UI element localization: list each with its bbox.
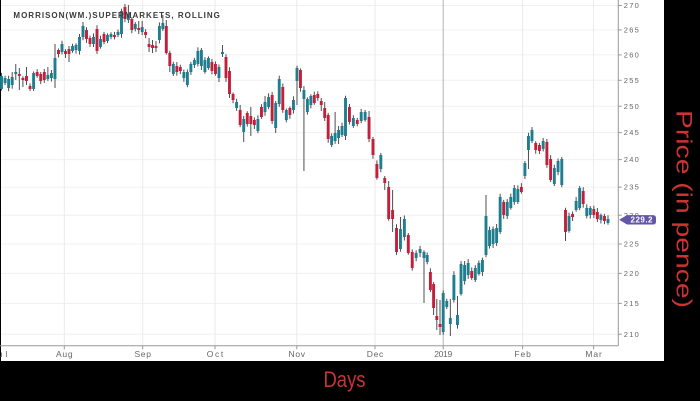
svg-text:Mar: Mar xyxy=(585,349,602,359)
svg-text:270: 270 xyxy=(624,1,639,10)
svg-text:245: 245 xyxy=(624,128,639,137)
svg-text:MORRISON(WM.)SUPERMARKETS, ROL: MORRISON(WM.)SUPERMARKETS, ROLLING xyxy=(13,11,220,20)
svg-text:240: 240 xyxy=(624,155,639,164)
svg-text:260: 260 xyxy=(624,51,639,60)
svg-text:Aug: Aug xyxy=(56,349,73,359)
svg-text:235: 235 xyxy=(624,183,639,192)
svg-text:2019: 2019 xyxy=(434,349,452,359)
svg-text:210: 210 xyxy=(624,330,639,339)
svg-text:Dec: Dec xyxy=(367,349,384,359)
svg-text:255: 255 xyxy=(624,76,639,85)
svg-text:Nov: Nov xyxy=(289,349,306,359)
svg-text:225: 225 xyxy=(624,240,639,249)
svg-text:250: 250 xyxy=(624,102,639,111)
svg-text:265: 265 xyxy=(624,26,639,35)
svg-text:Oct: Oct xyxy=(207,349,224,359)
svg-text:Feb: Feb xyxy=(514,349,531,359)
svg-text:215: 215 xyxy=(624,299,639,308)
svg-text:Days: Days xyxy=(324,367,366,392)
svg-text:220: 220 xyxy=(624,269,639,278)
svg-text:Sep: Sep xyxy=(134,349,151,359)
svg-text:Price (in pence): Price (in pence) xyxy=(672,110,697,308)
svg-text:229.2: 229.2 xyxy=(631,216,654,225)
